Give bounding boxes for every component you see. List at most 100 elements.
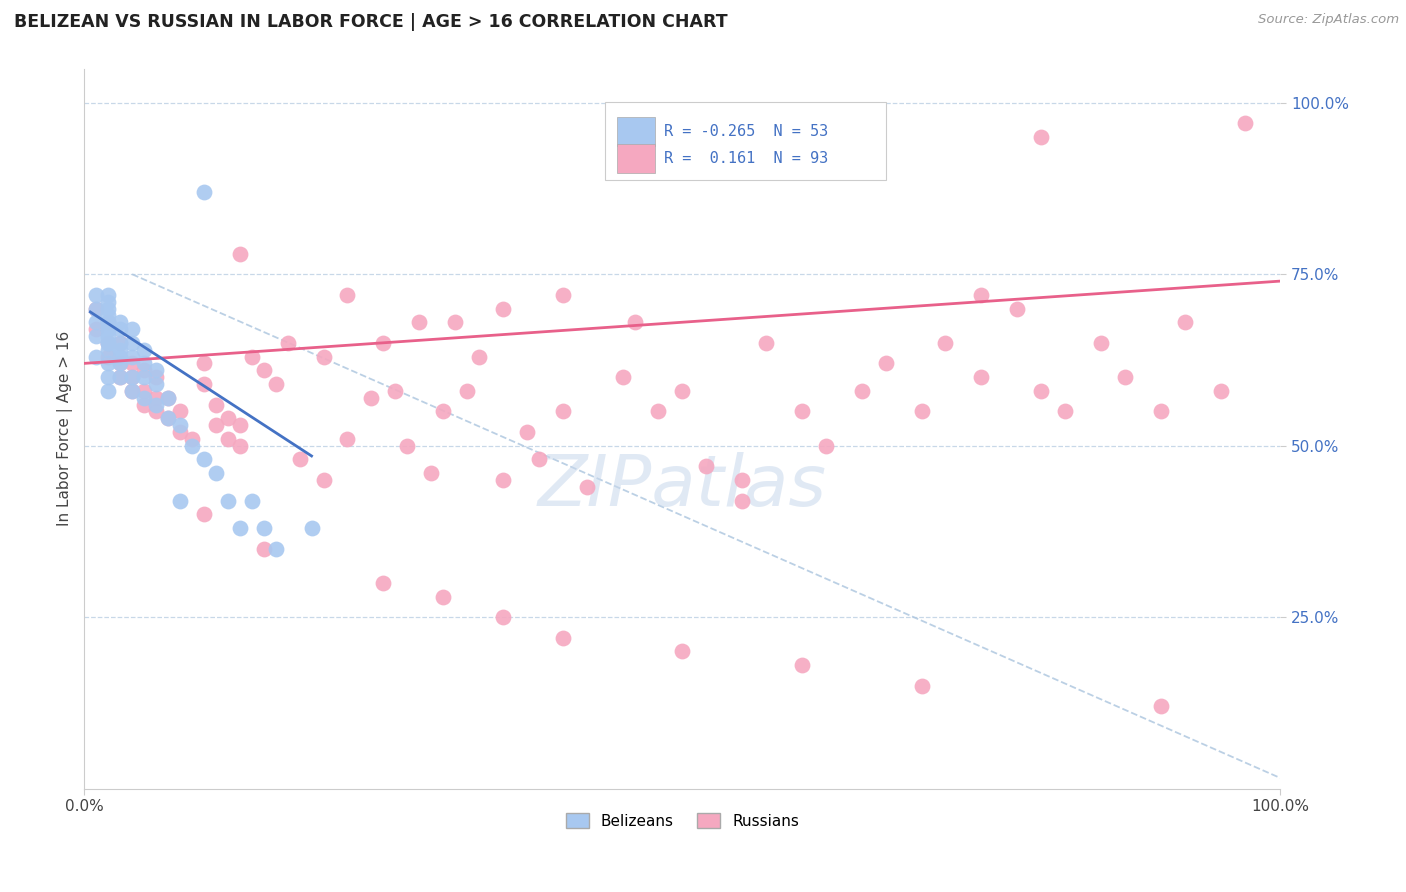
Point — [336, 432, 359, 446]
Point — [731, 493, 754, 508]
Point — [1031, 384, 1053, 398]
Point — [97, 294, 120, 309]
Point — [1150, 404, 1173, 418]
Text: ZIPatlas: ZIPatlas — [538, 451, 827, 521]
Point — [551, 288, 574, 302]
Point — [121, 335, 143, 350]
Point — [157, 391, 180, 405]
Y-axis label: In Labor Force | Age > 16: In Labor Force | Age > 16 — [58, 331, 73, 526]
Point — [145, 391, 167, 405]
Point — [695, 459, 717, 474]
Point — [193, 507, 215, 521]
Point — [84, 288, 107, 302]
Point — [373, 575, 395, 590]
Point — [970, 370, 993, 384]
Point — [910, 679, 932, 693]
Point — [97, 315, 120, 329]
Point — [193, 356, 215, 370]
Point — [647, 404, 669, 418]
Point — [790, 404, 813, 418]
Point — [108, 356, 131, 370]
Point — [132, 363, 155, 377]
Point — [121, 384, 143, 398]
Point — [145, 363, 167, 377]
Point — [373, 335, 395, 350]
Point — [432, 404, 454, 418]
Point — [492, 301, 515, 316]
Point — [121, 350, 143, 364]
Point — [301, 521, 323, 535]
Point — [875, 356, 897, 370]
Point — [97, 370, 120, 384]
Text: R = -0.265  N = 53: R = -0.265 N = 53 — [665, 124, 828, 138]
Point — [145, 370, 167, 384]
Point — [264, 376, 287, 391]
Point — [217, 411, 239, 425]
Point — [157, 391, 180, 405]
Point — [1174, 315, 1197, 329]
Point — [97, 329, 120, 343]
Point — [121, 384, 143, 398]
Point — [456, 384, 478, 398]
Point — [384, 384, 406, 398]
Point — [1114, 370, 1136, 384]
Point — [253, 521, 276, 535]
Point — [157, 411, 180, 425]
Text: BELIZEAN VS RUSSIAN IN LABOR FORCE | AGE > 16 CORRELATION CHART: BELIZEAN VS RUSSIAN IN LABOR FORCE | AGE… — [14, 13, 728, 31]
Point — [97, 309, 120, 323]
Point — [97, 384, 120, 398]
Point — [229, 521, 252, 535]
Point — [132, 398, 155, 412]
Point — [121, 370, 143, 384]
Point — [492, 610, 515, 624]
Point — [121, 322, 143, 336]
Point — [157, 411, 180, 425]
Point — [970, 288, 993, 302]
Point — [396, 439, 419, 453]
Point — [575, 480, 598, 494]
Point — [229, 418, 252, 433]
Point — [229, 246, 252, 260]
Point — [108, 315, 131, 329]
Point — [432, 590, 454, 604]
Point — [132, 356, 155, 370]
Point — [910, 404, 932, 418]
Point — [516, 425, 538, 439]
Point — [240, 350, 263, 364]
Point — [97, 288, 120, 302]
Point — [97, 322, 120, 336]
Point — [193, 452, 215, 467]
Point — [1233, 116, 1256, 130]
Point — [851, 384, 873, 398]
Point — [181, 439, 204, 453]
Text: Source: ZipAtlas.com: Source: ZipAtlas.com — [1258, 13, 1399, 27]
Point — [671, 384, 693, 398]
Point — [408, 315, 430, 329]
Point — [97, 315, 120, 329]
Point — [108, 350, 131, 364]
Point — [420, 466, 443, 480]
Point — [312, 350, 335, 364]
Point — [612, 370, 634, 384]
Point — [731, 473, 754, 487]
Point — [108, 356, 131, 370]
Point — [169, 404, 191, 418]
Point — [205, 418, 228, 433]
FancyBboxPatch shape — [617, 117, 655, 145]
Point — [229, 439, 252, 453]
Point — [84, 301, 107, 316]
Point — [108, 370, 131, 384]
Point — [217, 432, 239, 446]
Point — [253, 363, 276, 377]
Point — [97, 335, 120, 350]
Point — [108, 335, 131, 350]
Point — [360, 391, 382, 405]
Point — [132, 391, 155, 405]
Point — [755, 335, 778, 350]
Point — [97, 322, 120, 336]
Point — [84, 301, 107, 316]
Point — [1090, 335, 1112, 350]
Point — [1031, 130, 1053, 145]
Point — [205, 398, 228, 412]
Point — [814, 439, 837, 453]
